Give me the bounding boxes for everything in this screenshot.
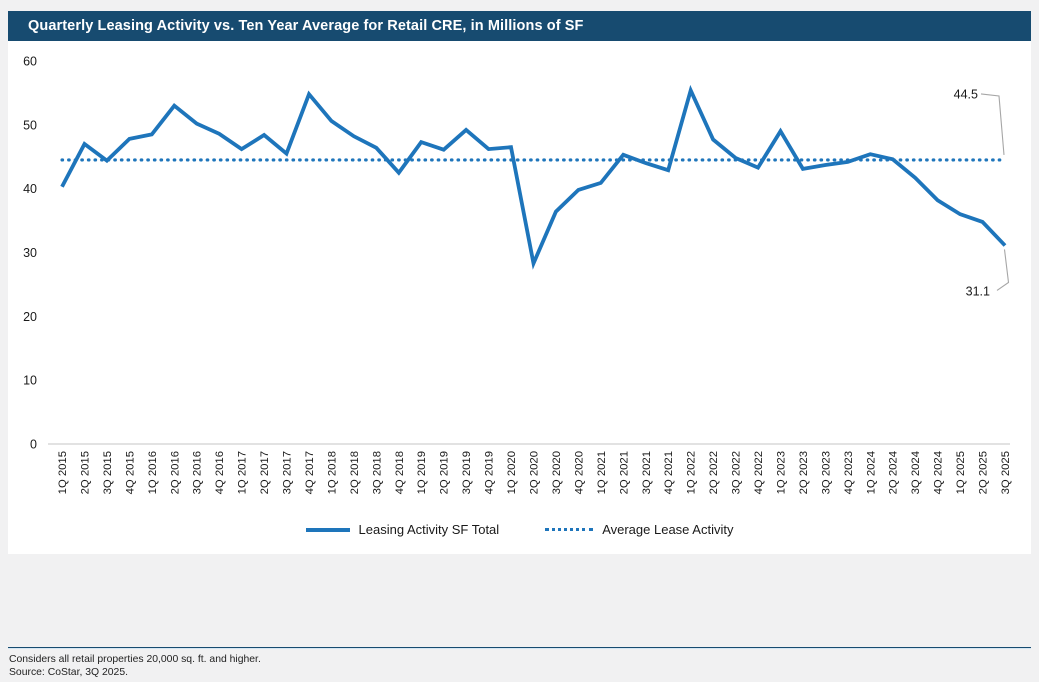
footer-divider xyxy=(8,647,1031,649)
x-axis-tick-label: 1Q 2023 xyxy=(775,451,787,494)
chart-panel: 0 10 20 30 40 50 60 1Q 2015 2Q 2015 3Q 2015 4Q 201… xyxy=(8,41,1031,554)
x-axis-tick-label: 3Q 2020 xyxy=(551,451,563,494)
average-value-label: 44.5 xyxy=(954,87,978,101)
x-axis-tick-label: 2Q 2022 xyxy=(708,451,720,494)
legend-item-leasing-activity: Leasing Activity SF Total xyxy=(305,522,500,537)
dotted-line-swatch-icon xyxy=(545,528,594,531)
x-axis-tick-label: 2Q 2025 xyxy=(978,451,990,494)
x-axis-tick-label: 3Q 2016 xyxy=(192,451,204,494)
y-axis-tick-label: 20 xyxy=(23,310,37,324)
x-axis-tick-label: 4Q 2017 xyxy=(304,451,316,494)
x-axis-tick-label: 4Q 2016 xyxy=(214,451,226,494)
x-axis-tick-label: 4Q 2023 xyxy=(843,451,855,494)
x-axis-tick-label: 1Q 2024 xyxy=(865,451,877,494)
x-axis-tick-label: 4Q 2024 xyxy=(933,451,945,494)
line-chart: 0 10 20 30 40 50 60 1Q 2015 2Q 2015 3Q 2015 4Q 201… xyxy=(23,55,1012,495)
x-axis-tick-label: 3Q 2018 xyxy=(371,451,383,494)
x-axis-tick-label: 2Q 2016 xyxy=(169,451,181,494)
chart-title: Quarterly Leasing Activity vs. Ten Year … xyxy=(28,18,584,34)
x-axis-tick-label: 1Q 2019 xyxy=(416,451,428,494)
x-axis-tick-label: 4Q 2018 xyxy=(394,451,406,494)
x-axis-tick-label: 4Q 2019 xyxy=(484,451,496,494)
x-axis-tick-label: 3Q 2015 xyxy=(102,451,114,494)
x-axis-tick-label: 4Q 2020 xyxy=(573,451,585,494)
x-axis-tick-label: 3Q 2017 xyxy=(282,451,294,494)
x-axis-tick-label: 2Q 2015 xyxy=(79,451,91,494)
x-axis-tick-label: 1Q 2016 xyxy=(147,451,159,494)
x-axis-tick-label: 2Q 2018 xyxy=(349,451,361,494)
x-axis-tick-label: 2Q 2019 xyxy=(439,451,451,494)
last-value-label: 31.1 xyxy=(966,284,990,298)
x-axis-tick-label: 1Q 2020 xyxy=(506,451,518,494)
x-axis-tick-label: 3Q 2022 xyxy=(731,451,743,494)
y-axis-tick-label: 10 xyxy=(23,374,37,388)
y-axis-tick-label: 40 xyxy=(23,182,37,196)
last-point-callout-line xyxy=(996,249,1010,291)
chart-title-bar: Quarterly Leasing Activity vs. Ten Year … xyxy=(8,11,1031,41)
x-axis-tick-label: 1Q 2018 xyxy=(326,451,338,494)
x-axis-tick-label: 4Q 2015 xyxy=(124,451,136,494)
x-axis-tick-label: 2Q 2020 xyxy=(528,451,540,494)
x-axis-tick-label: 2Q 2024 xyxy=(888,451,900,494)
legend-label-average: Average Lease Activity xyxy=(602,522,734,537)
x-axis-tick-label: 1Q 2017 xyxy=(237,451,249,494)
x-axis-tick-label: 1Q 2021 xyxy=(596,451,608,494)
x-axis-tick-label: 2Q 2023 xyxy=(798,451,810,494)
chart-footnotes: Considers all retail properties 20,000 s… xyxy=(9,654,261,679)
source-note: Source: CoStar, 3Q 2025. xyxy=(9,666,128,678)
legend-label-leasing-activity: Leasing Activity SF Total xyxy=(358,522,500,537)
x-axis-tick-label: 1Q 2022 xyxy=(686,451,698,494)
x-axis-tick-label: 4Q 2021 xyxy=(663,451,675,494)
x-axis-tick-label: 3Q 2024 xyxy=(910,451,922,494)
footnote: Considers all retail properties 20,000 s… xyxy=(9,654,261,665)
x-axis-tick-label: 3Q 2019 xyxy=(461,451,473,494)
x-axis-tick-label: 2Q 2021 xyxy=(618,451,630,494)
x-axis-tick-label: 2Q 2017 xyxy=(259,451,271,494)
x-axis-tick-label: 3Q 2023 xyxy=(820,451,832,494)
y-axis-tick-label: 50 xyxy=(23,118,37,132)
x-axis-tick-label: 3Q 2025 xyxy=(1000,451,1012,494)
x-axis-tick-label: 1Q 2015 xyxy=(57,451,69,494)
x-axis-tick-label: 3Q 2021 xyxy=(641,451,653,494)
chart-legend: Leasing Activity SF Total Average Lease … xyxy=(8,522,1031,537)
average-callout-line xyxy=(980,93,1005,155)
leasing-activity-line xyxy=(60,84,1007,270)
x-axis-tick-label: 1Q 2025 xyxy=(955,451,967,494)
solid-line-swatch-icon xyxy=(305,527,350,532)
y-axis-tick-label: 60 xyxy=(23,55,37,69)
x-axis-tick-label: 4Q 2022 xyxy=(753,451,765,494)
legend-item-average: Average Lease Activity xyxy=(545,522,733,537)
y-axis-tick-label: 30 xyxy=(23,246,37,260)
y-axis-tick-label: 0 xyxy=(30,438,37,452)
